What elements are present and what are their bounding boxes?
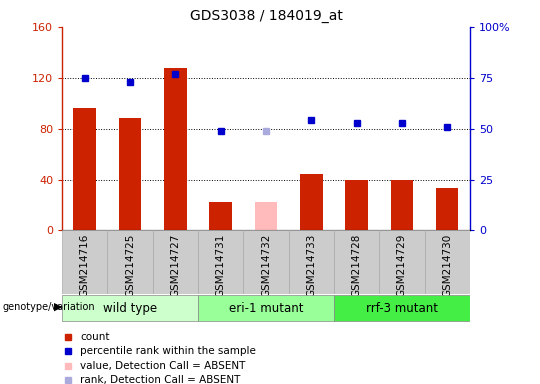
Bar: [345, 180, 368, 230]
Bar: [62, 230, 107, 294]
Bar: [334, 230, 379, 294]
Bar: [244, 230, 288, 294]
Bar: [62, 295, 198, 321]
Text: GSM214730: GSM214730: [442, 233, 452, 297]
Text: rank, Detection Call = ABSENT: rank, Detection Call = ABSENT: [80, 375, 241, 384]
Text: GSM214732: GSM214732: [261, 233, 271, 297]
Text: ▶: ▶: [54, 302, 63, 312]
Bar: [210, 202, 232, 230]
Bar: [164, 68, 187, 230]
Text: value, Detection Call = ABSENT: value, Detection Call = ABSENT: [80, 361, 246, 371]
Text: GSM214729: GSM214729: [397, 233, 407, 297]
Bar: [424, 230, 470, 294]
Text: count: count: [80, 332, 110, 342]
Text: GSM214716: GSM214716: [80, 233, 90, 297]
Text: genotype/variation: genotype/variation: [3, 302, 96, 312]
Bar: [379, 230, 424, 294]
Bar: [198, 295, 334, 321]
Text: GSM214731: GSM214731: [215, 233, 226, 297]
Bar: [288, 230, 334, 294]
Bar: [73, 108, 96, 230]
Bar: [436, 189, 458, 230]
Text: GSM214733: GSM214733: [306, 233, 316, 297]
Text: wild type: wild type: [103, 302, 157, 314]
Text: eri-1 mutant: eri-1 mutant: [229, 302, 303, 314]
Bar: [255, 202, 277, 230]
Text: GSM214727: GSM214727: [170, 233, 180, 297]
Text: GSM214725: GSM214725: [125, 233, 135, 297]
Text: GSM214728: GSM214728: [352, 233, 362, 297]
Bar: [107, 230, 153, 294]
Bar: [153, 230, 198, 294]
Text: percentile rank within the sample: percentile rank within the sample: [80, 346, 256, 356]
Bar: [334, 295, 470, 321]
Title: GDS3038 / 184019_at: GDS3038 / 184019_at: [190, 9, 342, 23]
Bar: [198, 230, 244, 294]
Text: rrf-3 mutant: rrf-3 mutant: [366, 302, 438, 314]
Bar: [300, 174, 322, 230]
Bar: [119, 118, 141, 230]
Bar: [390, 180, 413, 230]
